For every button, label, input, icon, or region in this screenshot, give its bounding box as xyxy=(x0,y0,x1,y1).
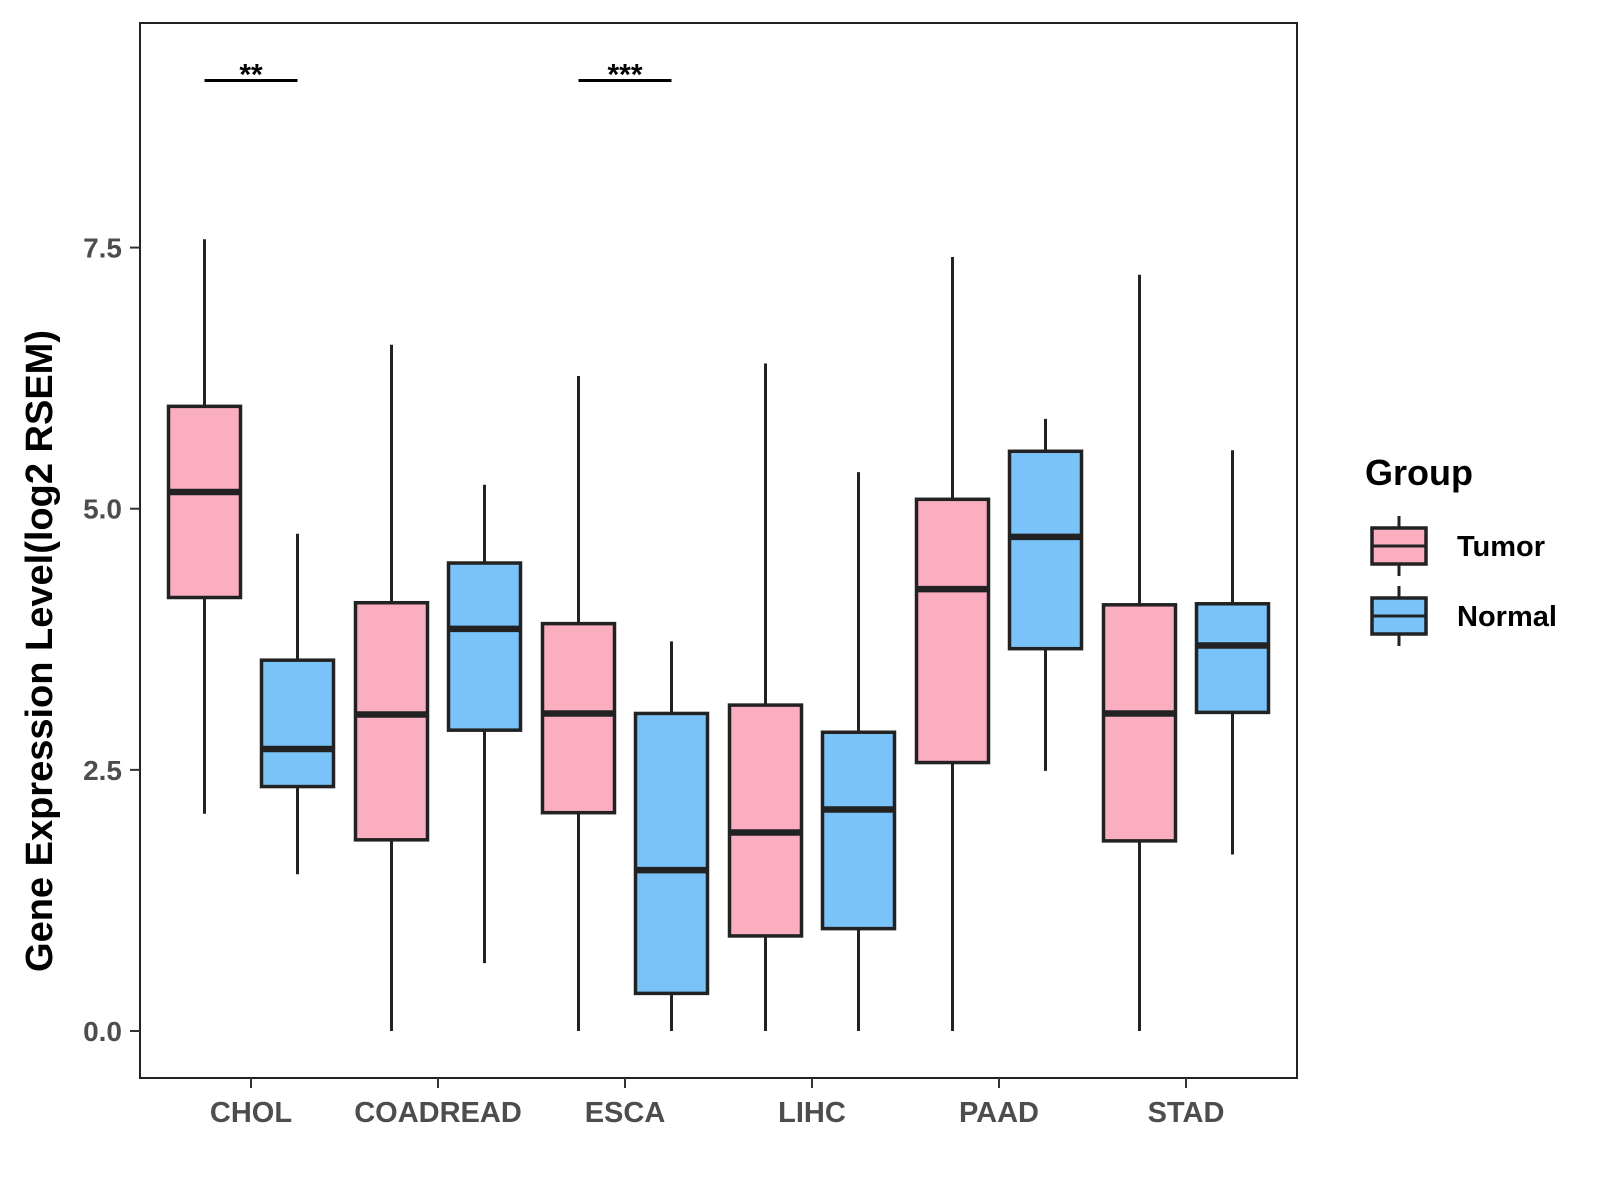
plot-border xyxy=(139,22,1298,1079)
y-axis-title: Gene Expression Level(log2 RSEM) xyxy=(19,330,61,972)
legend-label: Normal xyxy=(1457,601,1557,633)
legend-item-tumor: Tumor xyxy=(1370,516,1545,576)
significance-label: *** xyxy=(607,58,642,91)
y-tick-label: 2.5 xyxy=(83,755,122,786)
box-body xyxy=(633,711,710,996)
legend: Group Tumor Normal xyxy=(1365,452,1557,646)
y-tick-label: 7.5 xyxy=(83,233,122,264)
box-body xyxy=(259,658,336,789)
legend-item-normal: Normal xyxy=(1370,586,1557,646)
box-tumor-coadread xyxy=(353,344,430,1031)
box-body xyxy=(727,703,804,938)
significance-label: ** xyxy=(239,58,263,91)
y-tick-label: 0.0 xyxy=(83,1016,122,1047)
box-body xyxy=(353,600,430,842)
box-normal-paad xyxy=(1007,418,1084,771)
box-body xyxy=(820,730,897,931)
x-tick-label: PAAD xyxy=(959,1097,1039,1129)
legend-title: Group xyxy=(1365,452,1473,493)
box-body xyxy=(914,497,991,765)
box-body xyxy=(166,404,243,600)
box-normal-esca xyxy=(633,641,710,1031)
box-tumor-stad xyxy=(1101,274,1178,1031)
box-normal-lihc xyxy=(820,472,897,1031)
box-normal-stad xyxy=(1194,450,1271,855)
axes: 0.0 2.5 5.0 7.5 CHOL COADREAD ESCA LIHC PAAD STAD xyxy=(83,233,1224,1129)
box-normal-chol xyxy=(259,533,336,875)
x-tick-label: LIHC xyxy=(778,1097,846,1129)
box-tumor-esca xyxy=(540,376,617,1031)
box-body xyxy=(446,561,523,732)
significance-chol: ** xyxy=(204,58,298,91)
box-normal-coadread xyxy=(446,484,523,964)
box-body xyxy=(1007,449,1084,651)
box-body xyxy=(540,621,617,815)
y-tick-label: 5.0 xyxy=(83,494,122,525)
plot-area: ** *** xyxy=(166,58,1271,1031)
box-tumor-lihc xyxy=(727,363,804,1031)
x-tick-label: CHOL xyxy=(210,1097,292,1129)
box-body xyxy=(1194,602,1271,715)
box-body xyxy=(1101,603,1178,843)
box-tumor-paad xyxy=(914,256,991,1031)
legend-label: Tumor xyxy=(1457,531,1545,563)
x-tick-label: COADREAD xyxy=(354,1097,522,1129)
significance-esca: *** xyxy=(578,58,672,91)
x-tick-label: ESCA xyxy=(585,1097,666,1129)
x-tick-label: STAD xyxy=(1148,1097,1225,1129)
box-tumor-chol xyxy=(166,239,243,814)
